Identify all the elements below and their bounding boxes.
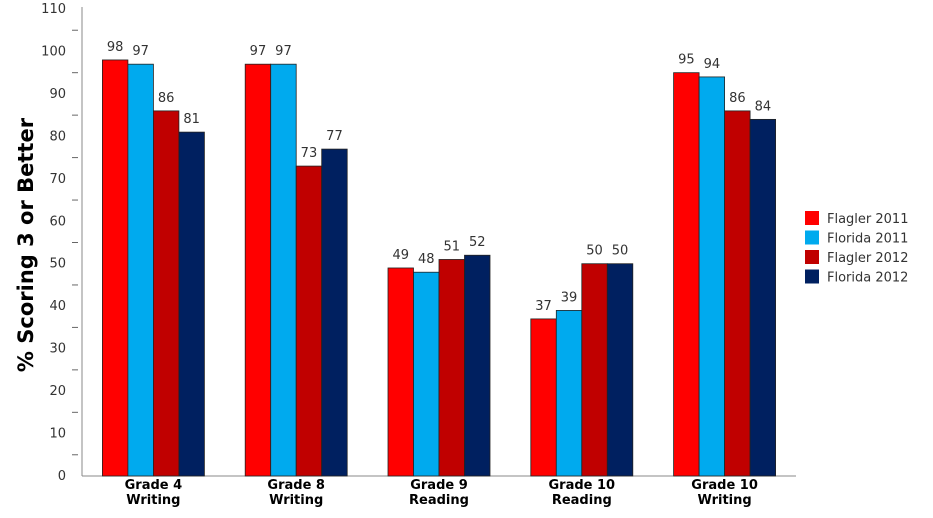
bar [127, 63, 154, 477]
bar [321, 148, 348, 477]
category-label: Grade 9 [410, 478, 468, 493]
legend-swatch [805, 211, 819, 225]
y-tick-label: 0 [58, 469, 66, 484]
data-label: 86 [158, 91, 175, 106]
category-label: Grade 4 [125, 478, 183, 493]
category-label: Grade 8 [267, 478, 325, 493]
bar [698, 76, 725, 477]
category-label: Grade 10 [549, 478, 616, 493]
data-label: 86 [729, 91, 746, 106]
y-tick-label: 70 [49, 172, 66, 187]
data-label: 95 [678, 53, 695, 68]
category-label: Writing [697, 493, 751, 508]
data-label: 37 [535, 299, 552, 314]
bar [555, 310, 583, 477]
data-label: 84 [755, 99, 772, 114]
bar [178, 131, 205, 477]
bar [413, 271, 440, 477]
data-label: 97 [275, 44, 292, 59]
y-tick-label: 40 [49, 299, 66, 314]
data-label: 73 [301, 146, 318, 161]
bar [673, 72, 700, 477]
y-tick-label: 20 [49, 384, 66, 399]
data-label: 98 [107, 40, 124, 55]
bar [530, 318, 557, 477]
legend-swatch [805, 250, 819, 264]
y-tick-label: 50 [49, 257, 66, 272]
data-label: 39 [561, 290, 578, 305]
category-label: Reading [552, 493, 612, 508]
bar [464, 254, 491, 477]
bar [295, 165, 323, 477]
data-label: 50 [612, 244, 629, 259]
bar [606, 263, 634, 477]
data-label: 50 [586, 244, 603, 259]
legend-label: Florida 2012 [827, 271, 908, 286]
legend-label: Flagler 2012 [827, 251, 908, 266]
y-tick-label: 90 [49, 87, 66, 102]
bars [102, 59, 776, 477]
bar [102, 59, 129, 477]
bar [152, 110, 180, 477]
bar [581, 263, 608, 477]
y-axis-ticks: 0 10 20 30 40 50 60 70 80 90 100 110 [41, 2, 78, 484]
data-labels: 98 97 86 81 97 97 73 77 49 48 51 52 37 39 50 50 95 94 86 84 [107, 40, 771, 314]
bar [387, 267, 414, 477]
data-label: 52 [469, 235, 486, 250]
y-tick-label: 80 [49, 129, 66, 144]
data-label: 51 [443, 239, 460, 254]
category-label: Reading [409, 493, 469, 508]
y-tick-label: 60 [49, 214, 66, 229]
legend-label: Flagler 2011 [827, 212, 908, 227]
y-axis-label: % Scoring 3 or Better [14, 117, 38, 372]
category-label: Writing [269, 493, 323, 508]
data-label: 94 [704, 57, 721, 72]
bar [270, 63, 297, 477]
data-label: 77 [326, 129, 343, 144]
legend-swatch [805, 269, 819, 284]
bar [724, 110, 751, 477]
y-tick-label: 110 [41, 2, 66, 17]
y-tick-label: 30 [49, 342, 66, 357]
data-label: 48 [418, 252, 435, 267]
bar [749, 118, 776, 477]
y-tick-label: 10 [49, 427, 66, 442]
category-label: Writing [126, 493, 180, 508]
data-label: 49 [392, 248, 409, 263]
legend-label: Florida 2011 [827, 232, 908, 247]
data-label: 97 [132, 44, 149, 59]
legend: Flagler 2011 Florida 2011 Flagler 2012 Flor… [805, 211, 908, 286]
bar [244, 63, 272, 477]
legend-swatch [805, 230, 819, 245]
data-label: 97 [250, 44, 267, 59]
data-label: 81 [183, 112, 200, 127]
y-tick-label: 100 [41, 44, 66, 59]
category-label: Grade 10 [691, 478, 758, 493]
bar [438, 259, 465, 477]
